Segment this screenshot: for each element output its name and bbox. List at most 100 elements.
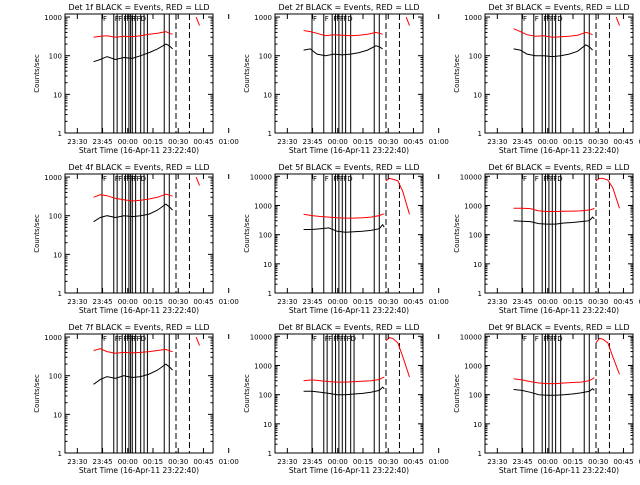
x-tick-label: 00:15	[563, 298, 583, 306]
x-tick-label: 00:30	[378, 298, 398, 306]
lld-series-line	[385, 177, 410, 215]
events-series-line	[93, 363, 173, 385]
event-marker-label: F	[123, 15, 127, 23]
lld-series-line	[303, 213, 385, 219]
panel-title: Det 7f BLACK = Events, RED = LLD	[68, 323, 209, 332]
lld-series-line	[195, 336, 200, 346]
event-marker-label: F	[115, 175, 119, 183]
event-marker-label: F	[343, 335, 347, 343]
y-tick-label: 100	[259, 53, 272, 61]
x-tick-label: 23:45	[92, 298, 112, 306]
x-tick-label: 01:00	[639, 298, 640, 306]
panel-title: Det 9f BLACK = Events, RED = LLD	[488, 323, 629, 332]
y-tick-label: 100	[49, 373, 62, 381]
x-tick-label: 23:30	[487, 458, 507, 466]
y-tick-label: 100	[469, 392, 482, 400]
y-tick-label: 10000	[250, 173, 272, 181]
event-marker-label: F	[130, 335, 134, 343]
event-marker-label: F	[333, 15, 337, 23]
x-tick-label: 23:30	[487, 298, 507, 306]
x-tick-label: 00:00	[118, 298, 138, 306]
x-tick-label: 00:00	[328, 458, 348, 466]
event-marker-label: F	[523, 335, 527, 343]
event-marker-label: F	[313, 335, 317, 343]
y-tick-label: 10	[53, 251, 62, 259]
event-marker-label: F	[547, 335, 551, 343]
x-tick-label: 23:30	[67, 138, 87, 146]
y-axis-label: Counts/sec	[33, 54, 41, 93]
y-tick-label: 1000	[464, 14, 482, 22]
event-marker-label: F	[340, 175, 344, 183]
lld-series-line	[195, 16, 200, 26]
y-tick-label: 100	[259, 392, 272, 400]
x-tick-label: 00:15	[563, 138, 583, 146]
y-axis-label: Counts/sec	[243, 54, 251, 93]
y-axis-label: Counts/sec	[33, 374, 41, 413]
x-tick-label: 00:30	[378, 138, 398, 146]
panel-title: Det 3f BLACK = Events, RED = LLD	[488, 3, 629, 12]
event-marker-label: F	[340, 15, 344, 23]
plot-frame	[64, 13, 214, 134]
y-tick-label: 10	[473, 261, 482, 269]
x-tick-label: 23:45	[92, 458, 112, 466]
x-tick-label: 00:45	[193, 298, 213, 306]
x-axis-label: Start Time (16-Apr-11 23:22:40)	[79, 306, 199, 315]
event-marker-label: F	[118, 335, 122, 343]
event-marker-label: F	[550, 335, 554, 343]
x-tick-label: 00:30	[588, 138, 608, 146]
event-marker-label: F	[103, 175, 107, 183]
x-tick-label: 00:45	[613, 458, 633, 466]
x-tick-label: 00:15	[563, 458, 583, 466]
x-tick-label: 00:30	[588, 298, 608, 306]
y-tick-label: 10	[473, 91, 482, 99]
event-marker-label: F	[115, 15, 119, 23]
x-tick-label: 23:45	[302, 138, 322, 146]
lld-series-line	[513, 377, 595, 385]
event-marker-label: F	[535, 175, 539, 183]
x-tick-label: 01:00	[219, 138, 239, 146]
panel-title: Det 8f BLACK = Events, RED = LLD	[278, 323, 419, 332]
y-tick-label: 1000	[44, 14, 62, 22]
x-tick-label: 00:45	[613, 298, 633, 306]
y-tick-label: 1	[58, 290, 62, 298]
x-axis-label: Start Time (16-Apr-11 23:22:40)	[289, 306, 409, 315]
lld-series-line	[513, 28, 593, 38]
y-tick-label: 10000	[460, 173, 482, 181]
event-marker-label: F	[313, 15, 317, 23]
event-marker-label: F	[550, 175, 554, 183]
x-tick-label: 23:30	[277, 138, 297, 146]
y-tick-label: 1000	[254, 202, 272, 210]
event-marker-label: FD	[553, 15, 562, 23]
y-tick-label: 1000	[44, 174, 62, 182]
x-tick-label: 00:15	[353, 138, 373, 146]
lld-series-line	[385, 337, 410, 378]
panel-title: Det 6f BLACK = Events, RED = LLD	[488, 163, 629, 172]
event-marker-label: F	[132, 175, 136, 183]
event-marker-label: FD	[137, 15, 146, 23]
y-tick-label: 1	[268, 450, 272, 458]
y-tick-label: 100	[49, 53, 62, 61]
x-tick-label: 23:45	[512, 298, 532, 306]
lld-series-line	[93, 31, 173, 38]
y-tick-label: 1	[58, 130, 62, 138]
panel-title: Det 2f BLACK = Events, RED = LLD	[278, 3, 419, 12]
x-tick-label: 01:00	[639, 138, 640, 146]
event-marker-label: F	[337, 15, 341, 23]
lld-series-line	[615, 16, 620, 26]
event-marker-label: F	[523, 15, 527, 23]
lld-series-line	[513, 207, 595, 212]
plot-frame	[64, 333, 214, 454]
event-marker-label: F	[337, 175, 341, 183]
y-axis-label: Counts/sec	[33, 214, 41, 253]
y-axis-label: Counts/sec	[453, 374, 461, 413]
y-tick-label: 10	[263, 91, 272, 99]
event-marker-label: F	[133, 15, 137, 23]
panel-title: Det 1f BLACK = Events, RED = LLD	[68, 3, 209, 12]
events-series-line	[303, 386, 385, 396]
event-marker-label: F	[123, 335, 127, 343]
x-axis-label: Start Time (16-Apr-11 23:22:40)	[499, 306, 619, 315]
x-tick-label: 00:00	[118, 138, 138, 146]
